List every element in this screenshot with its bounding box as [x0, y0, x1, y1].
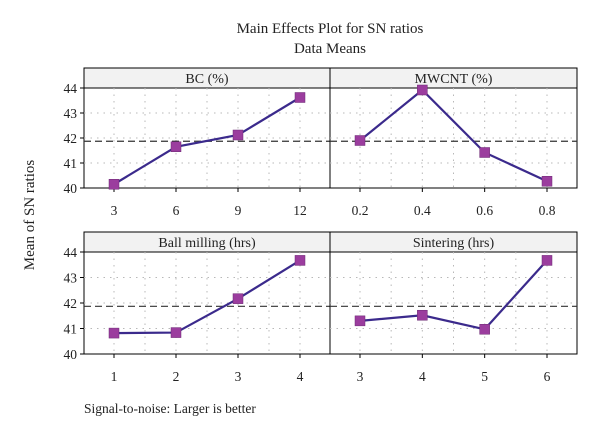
y-tick-label: 44 — [64, 81, 78, 96]
x-tick-label: 4 — [419, 369, 426, 384]
series-line — [359, 259, 548, 331]
x-tick-label: 3 — [235, 369, 242, 384]
y-tick-label: 42 — [64, 296, 78, 311]
data-point — [417, 309, 428, 321]
x-tick-label: 1 — [111, 369, 118, 384]
data-point — [232, 293, 244, 304]
panel-1: BC (%) 40 41 42 43 44 3 6 9 12 — [64, 67, 331, 218]
data-point — [294, 255, 306, 266]
y-tick-label: 41 — [64, 322, 78, 337]
x-tick-label: 12 — [293, 203, 307, 218]
y-tick-label: 42 — [64, 131, 78, 146]
data-point — [541, 176, 553, 187]
series-line — [113, 96, 301, 186]
data-point — [294, 92, 306, 103]
y-tick-label: 43 — [64, 271, 78, 286]
x-tick-label: 9 — [235, 203, 242, 218]
panel-title: Ball milling (hrs) — [158, 236, 256, 251]
x-tick-label: 0.8 — [539, 203, 556, 218]
data-point — [354, 135, 366, 146]
data-point — [417, 84, 428, 96]
panel-title: MWCNT (%) — [415, 72, 493, 87]
data-point — [541, 255, 553, 266]
x-tick-label: 0.4 — [414, 203, 431, 218]
y-tick-label: 43 — [64, 106, 78, 121]
data-point — [108, 327, 120, 339]
y-tick-label: 40 — [64, 347, 78, 362]
x-tick-label: 3 — [357, 369, 364, 384]
data-point — [108, 179, 120, 190]
data-point — [479, 324, 490, 335]
x-tick-label: 2 — [173, 369, 180, 384]
footnote: Signal-to-noise: Larger is better — [84, 401, 256, 416]
y-tick-label: 44 — [64, 245, 78, 260]
series-line — [113, 259, 301, 335]
x-tick-label: 0.6 — [476, 203, 493, 218]
data-point — [479, 147, 490, 158]
x-tick-label: 4 — [297, 369, 304, 384]
y-axis-label: Mean of SN ratios — [22, 160, 38, 271]
data-point — [170, 141, 182, 152]
panel-3: Ball milling (hrs) 40 41 42 43 44 1 2 3 4 — [64, 231, 331, 384]
data-point — [170, 327, 182, 338]
x-tick-label: 3 — [111, 203, 118, 218]
chart-subtitle: Data Means — [294, 41, 366, 57]
panel-2: MWCNT (%) 0.2 0.4 0.6 0.8 — [329, 67, 578, 218]
x-tick-label: 5 — [481, 369, 488, 384]
data-point — [354, 315, 366, 327]
panel-title: Sintering (hrs) — [413, 236, 495, 251]
y-tick-label: 41 — [64, 156, 78, 171]
x-tick-label: 6 — [173, 203, 180, 218]
x-tick-label: 6 — [544, 369, 551, 384]
panel-4: Sintering (hrs) 3 4 5 6 — [329, 231, 578, 384]
chart-title: Main Effects Plot for SN ratios — [237, 21, 424, 37]
data-point — [232, 129, 244, 141]
x-tick-label: 0.2 — [352, 203, 369, 218]
panel-title: BC (%) — [185, 72, 229, 87]
y-tick-label: 40 — [64, 181, 78, 196]
series-line — [359, 88, 548, 183]
